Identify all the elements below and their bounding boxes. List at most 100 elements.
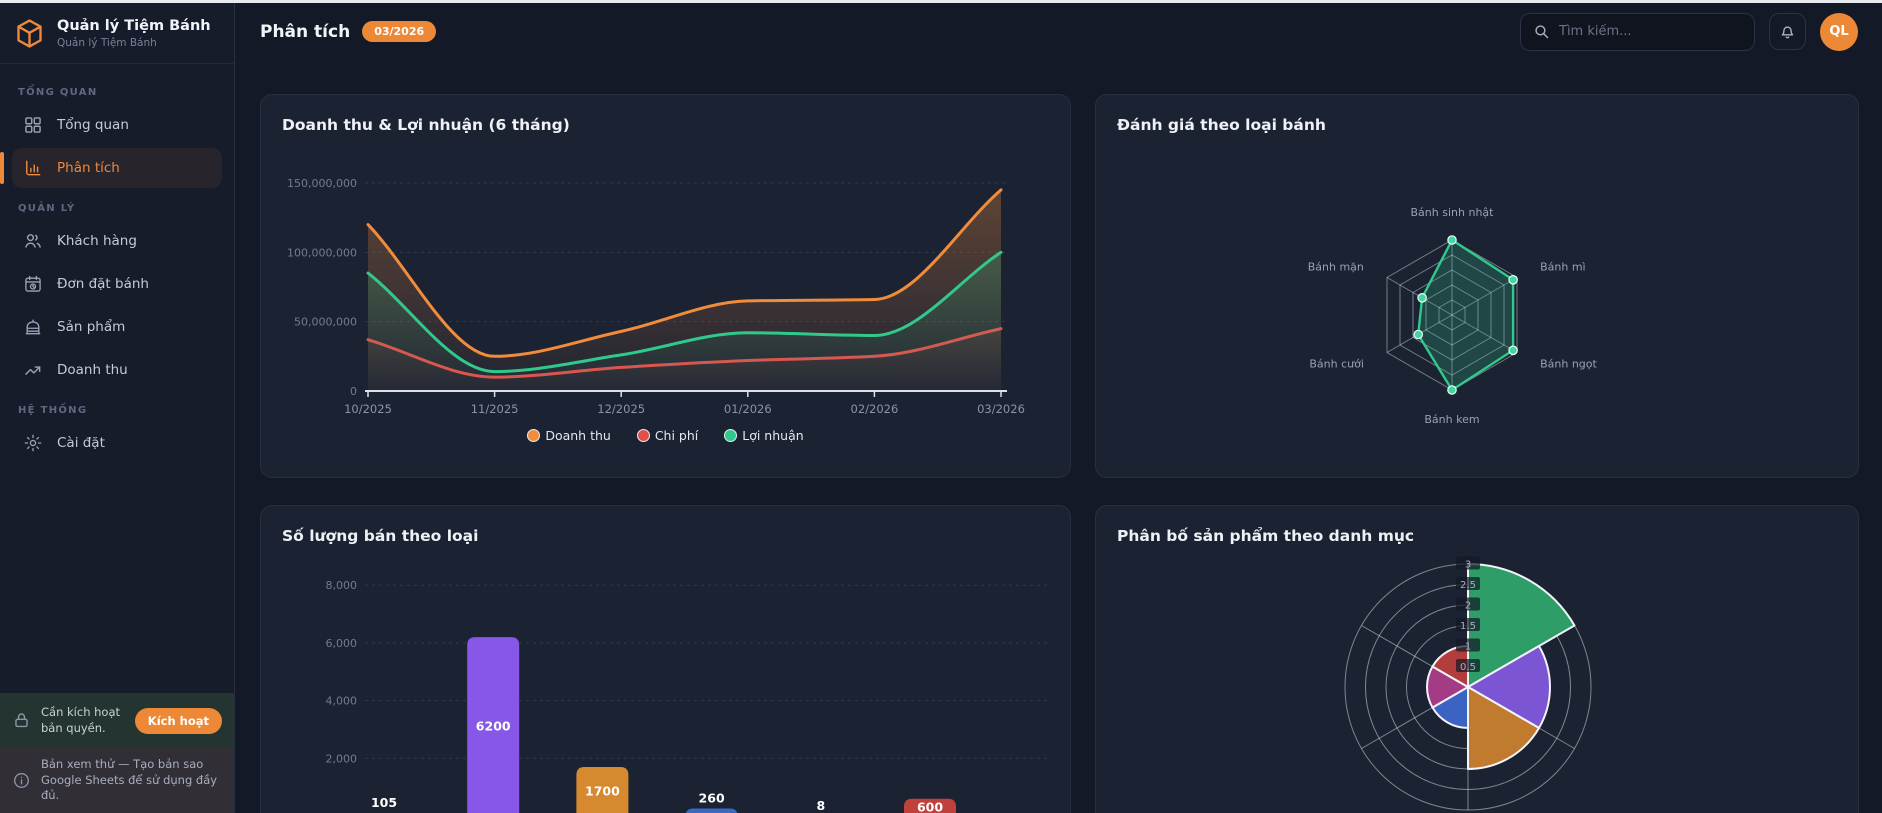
area-chart-svg: 0 50,000,000 100,000,000 150,000,000 10/2025… (287, 177, 1025, 416)
svg-text:02/2026: 02/2026 (851, 402, 899, 416)
license-notice-text: Cần kích hoạt bản quyền. (41, 705, 121, 735)
trending-up-icon (25, 366, 41, 375)
svg-text:260: 260 (699, 791, 725, 806)
bar-chart-svg: 2,000 4,000 6,000 8,000 105 6200 1700 260 8 600 (326, 579, 1051, 813)
svg-text:Bánh ngọt: Bánh ngọt (1540, 358, 1597, 371)
svg-text:Bánh cưới: Bánh cưới (1309, 358, 1364, 371)
revenue-profit-area-chart: 0 50,000,000 100,000,000 150,000,000 10/2025… (261, 95, 1070, 477)
svg-text:03/2026: 03/2026 (977, 402, 1025, 416)
card-quantity-bar: Số lượng bán theo loại 2,000 4,000 6,000 8,… (260, 505, 1071, 813)
notifications-button[interactable] (1769, 13, 1806, 50)
info-icon (14, 773, 29, 789)
window-top-edge (0, 0, 1882, 3)
svg-text:Bánh mặn: Bánh mặn (1308, 261, 1364, 274)
svg-text:1.5: 1.5 (1460, 621, 1476, 632)
legend-swatch (724, 429, 738, 442)
sidebar-item-label: Khách hàng (57, 233, 137, 249)
sidebar-item-san-pham[interactable]: Sản phẩm (12, 307, 222, 347)
sidebar-item-label: Doanh thu (57, 362, 128, 378)
sidebar-item-doanh-thu[interactable]: Doanh thu (12, 350, 222, 390)
card-category-polar: Phân bố sản phẩm theo danh mục 0.5 1 1.5 2 2… (1095, 505, 1859, 813)
grid-icon (25, 117, 41, 133)
trial-notice-text: Bản xem thử — Tạo bản sao Google Sheets … (41, 757, 218, 803)
legend-item: Doanh thu (527, 428, 611, 443)
gear-icon (24, 434, 42, 452)
app-title: Quản lý Tiệm Bánh (57, 17, 211, 34)
svg-text:01/2026: 01/2026 (724, 402, 772, 416)
svg-text:2.5: 2.5 (1460, 580, 1476, 591)
svg-text:4,000: 4,000 (326, 695, 358, 708)
chart-legend: Doanh thu Chi phí Lợi nhuận (261, 428, 1070, 443)
legend-swatch (636, 429, 650, 442)
card-title: Đánh giá theo loại bánh (1117, 116, 1326, 134)
svg-text:1700: 1700 (585, 784, 620, 799)
sidebar-item-don-dat-banh[interactable]: Đơn đặt bánh (12, 264, 222, 304)
svg-text:Bánh mì: Bánh mì (1540, 261, 1586, 274)
sidebar-item-phan-tich[interactable]: Phân tích (0, 148, 222, 188)
svg-text:6200: 6200 (476, 719, 511, 734)
radar-chart-svg: Bánh sinh nhật Bánh mì Bánh ngọt Bánh kem Bá… (1308, 206, 1598, 426)
card-revenue-profit: Doanh thu & Lợi nhuận (6 tháng) 0 50,000,… (260, 94, 1071, 478)
svg-text:Bánh kem: Bánh kem (1424, 413, 1479, 426)
legend-item: Chi phí (636, 428, 698, 443)
card-rating-radar: Đánh giá theo loại bánh Bánh sinh nhật Bá… (1095, 94, 1859, 478)
svg-text:6,000: 6,000 (326, 637, 358, 650)
svg-text:12/2025: 12/2025 (597, 402, 645, 416)
svg-text:11/2025: 11/2025 (471, 402, 519, 416)
search-input[interactable] (1559, 24, 1742, 39)
sidebar-item-label: Đơn đặt bánh (57, 276, 149, 292)
sidebar: Quản lý Tiệm Bánh Quản lý Tiệm Bánh TỔNG… (0, 3, 235, 813)
sidebar-nav: TỔNG QUAN Tổng quan Phân tích QUẢN LÝ Kh… (0, 64, 234, 474)
svg-text:600: 600 (917, 800, 943, 813)
page-header: Phân tích 03/2026 QL (236, 3, 1882, 60)
sidebar-item-label: Phân tích (57, 160, 120, 176)
legend-swatch (527, 429, 541, 442)
license-notice: Cần kích hoạt bản quyền. Kích hoạt (0, 693, 234, 749)
package-icon (17, 19, 42, 48)
legend-item: Lợi nhuận (724, 428, 804, 443)
svg-text:3: 3 (1465, 560, 1471, 571)
card-title: Phân bố sản phẩm theo danh mục (1117, 527, 1415, 545)
sidebar-item-label: Sản phẩm (57, 319, 126, 335)
quantity-bar-chart: 2,000 4,000 6,000 8,000 105 6200 1700 260 8 600 (261, 506, 1070, 813)
sidebar-notices: Cần kích hoạt bản quyền. Kích hoạt Bản x… (0, 693, 234, 813)
cake-icon (25, 319, 41, 335)
svg-text:8,000: 8,000 (326, 579, 358, 592)
svg-text:8: 8 (816, 798, 825, 813)
card-title: Doanh thu & Lợi nhuận (6 tháng) (282, 116, 570, 134)
svg-text:50,000,000: 50,000,000 (294, 316, 357, 329)
users-icon (25, 234, 41, 248)
dashboard-grid: Doanh thu & Lợi nhuận (6 tháng) 0 50,000,… (236, 60, 1882, 813)
nav-section-manage: QUẢN LÝ (18, 203, 76, 214)
category-polar-chart: 0.5 1 1.5 2 2.5 3 (1096, 506, 1858, 813)
search-icon (1535, 25, 1549, 39)
svg-text:150,000,000: 150,000,000 (287, 177, 357, 190)
svg-text:1: 1 (1465, 642, 1471, 653)
sidebar-item-label: Cài đặt (57, 435, 105, 451)
svg-text:2: 2 (1465, 601, 1471, 612)
avatar[interactable]: QL (1820, 12, 1858, 51)
calendar-clock-icon (25, 275, 41, 292)
svg-text:10/2025: 10/2025 (344, 402, 392, 416)
sidebar-item-tong-quan[interactable]: Tổng quan (12, 105, 222, 145)
trial-notice: Bản xem thử — Tạo bản sao Google Sheets … (0, 748, 234, 813)
sidebar-item-label: Tổng quan (57, 117, 129, 133)
nav-section-overview: TỔNG QUAN (18, 87, 98, 98)
svg-text:0: 0 (350, 385, 357, 398)
period-badge: 03/2026 (362, 21, 437, 42)
cake-rating-radar-chart: Bánh sinh nhật Bánh mì Bánh ngọt Bánh kem Bá… (1096, 95, 1858, 477)
nav-section-system: HỆ THỐNG (18, 405, 88, 416)
bar-chart-icon (26, 160, 41, 176)
search-box[interactable] (1520, 12, 1755, 51)
main-area: Phân tích 03/2026 QL Doanh thu & Lợi nhu… (236, 3, 1882, 813)
polar-chart-svg: 0.5 1 1.5 2 2.5 3 (1344, 556, 1592, 811)
svg-text:Bánh sinh nhật: Bánh sinh nhật (1411, 206, 1495, 219)
brand: Quản lý Tiệm Bánh Quản lý Tiệm Bánh (0, 3, 234, 64)
sidebar-item-khach-hang[interactable]: Khách hàng (12, 221, 222, 261)
page-title: Phân tích (260, 21, 351, 42)
bell-icon (1781, 26, 1794, 39)
activate-button[interactable]: Kích hoạt (134, 707, 222, 734)
svg-text:2,000: 2,000 (326, 752, 358, 765)
svg-text:100,000,000: 100,000,000 (287, 246, 357, 259)
sidebar-item-cai-dat[interactable]: Cài đặt (12, 423, 222, 463)
